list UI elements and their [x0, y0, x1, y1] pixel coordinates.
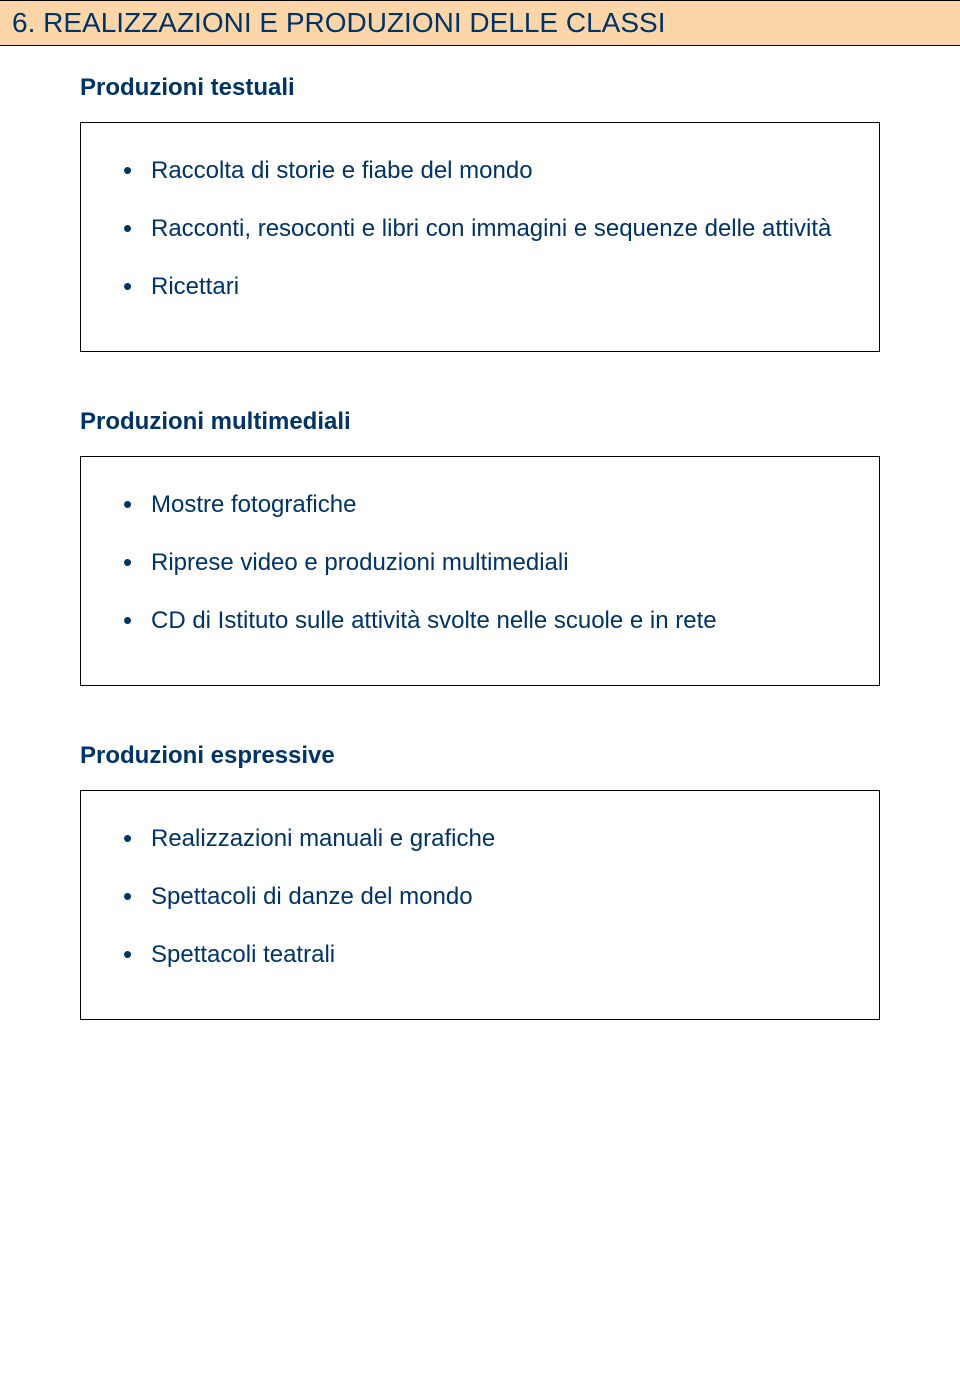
section-header: 6. REALIZZAZIONI E PRODUZIONI DELLE CLAS…: [0, 0, 960, 46]
list-item: Riprese video e produzioni multimediali: [121, 549, 839, 577]
list-item: CD di Istituto sulle attività svolte nel…: [121, 607, 839, 635]
subheading: Produzioni multimediali: [80, 408, 880, 436]
box-multimediali: Mostre fotografiche Riprese video e prod…: [80, 456, 880, 686]
subheading: Produzioni espressive: [80, 742, 880, 770]
list-item: Spettacoli di danze del mondo: [121, 883, 839, 911]
content-area: Produzioni testuali Raccolta di storie e…: [0, 74, 960, 1020]
page-title: 6. REALIZZAZIONI E PRODUZIONI DELLE CLAS…: [12, 7, 948, 39]
section-testuali: Produzioni testuali Raccolta di storie e…: [80, 74, 880, 352]
list: Raccolta di storie e fiabe del mondo Rac…: [121, 157, 839, 301]
list-item: Mostre fotografiche: [121, 491, 839, 519]
list-item: Realizzazioni manuali e grafiche: [121, 825, 839, 853]
list-item: Raccolta di storie e fiabe del mondo: [121, 157, 839, 185]
box-testuali: Raccolta di storie e fiabe del mondo Rac…: [80, 122, 880, 352]
section-multimediali: Produzioni multimediali Mostre fotografi…: [80, 408, 880, 686]
section-espressive: Produzioni espressive Realizzazioni manu…: [80, 742, 880, 1020]
list: Realizzazioni manuali e grafiche Spettac…: [121, 825, 839, 969]
box-espressive: Realizzazioni manuali e grafiche Spettac…: [80, 790, 880, 1020]
list-item: Spettacoli teatrali: [121, 941, 839, 969]
subheading: Produzioni testuali: [80, 74, 880, 102]
list-item: Racconti, resoconti e libri con immagini…: [121, 215, 839, 243]
list-item: Ricettari: [121, 273, 839, 301]
list: Mostre fotografiche Riprese video e prod…: [121, 491, 839, 635]
